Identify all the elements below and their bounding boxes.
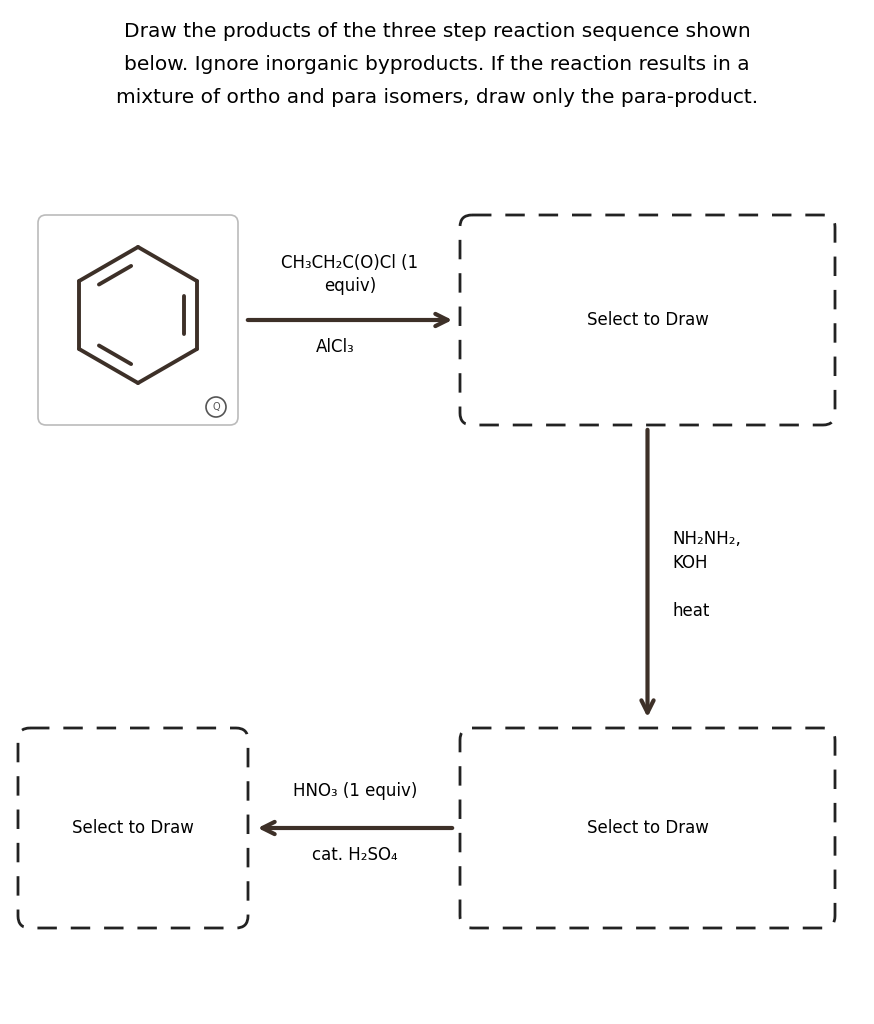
Text: cat. H₂SO₄: cat. H₂SO₄ <box>312 846 398 864</box>
Text: below. Ignore inorganic byproducts. If the reaction results in a: below. Ignore inorganic byproducts. If t… <box>124 55 750 74</box>
Text: equiv): equiv) <box>324 278 376 295</box>
Text: heat: heat <box>672 602 710 621</box>
Text: Select to Draw: Select to Draw <box>72 819 194 837</box>
FancyBboxPatch shape <box>460 728 835 928</box>
Text: KOH: KOH <box>672 555 708 572</box>
Text: mixture of ortho and para isomers, draw only the para-product.: mixture of ortho and para isomers, draw … <box>116 88 758 106</box>
Text: NH₂NH₂,: NH₂NH₂, <box>672 529 741 548</box>
Text: AlCl₃: AlCl₃ <box>316 338 354 356</box>
Text: Q: Q <box>212 402 220 412</box>
FancyBboxPatch shape <box>38 215 238 425</box>
FancyBboxPatch shape <box>460 215 835 425</box>
FancyBboxPatch shape <box>18 728 248 928</box>
Circle shape <box>206 397 226 417</box>
Text: CH₃CH₂C(O)Cl (1: CH₃CH₂C(O)Cl (1 <box>281 254 419 272</box>
Text: HNO₃ (1 equiv): HNO₃ (1 equiv) <box>293 782 417 800</box>
Text: Draw the products of the three step reaction sequence shown: Draw the products of the three step reac… <box>123 22 751 41</box>
Text: Select to Draw: Select to Draw <box>586 311 709 329</box>
Text: Select to Draw: Select to Draw <box>586 819 709 837</box>
